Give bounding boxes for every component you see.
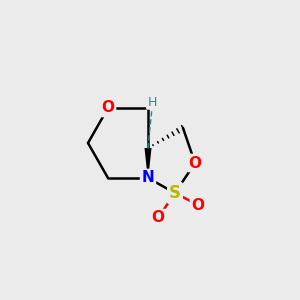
Text: O: O: [191, 197, 205, 212]
Text: O: O: [188, 155, 202, 170]
Text: O: O: [101, 100, 115, 116]
Text: O: O: [152, 211, 164, 226]
Text: S: S: [169, 184, 181, 202]
Polygon shape: [145, 148, 152, 178]
Text: N: N: [142, 170, 154, 185]
Text: H: H: [147, 95, 157, 109]
